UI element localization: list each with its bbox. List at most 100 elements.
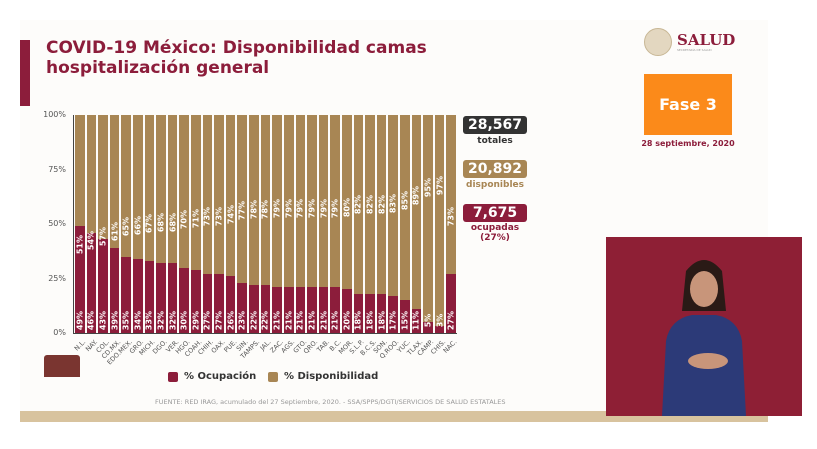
data-label-disponibilidad: 79% <box>319 198 329 218</box>
bar-segment-ocupacion <box>318 287 329 333</box>
legend-label: % Disponibilidad <box>284 371 379 382</box>
data-label-disponibilidad: 68% <box>156 212 166 233</box>
data-label-disponibilidad: 89% <box>411 186 421 206</box>
legend-swatch <box>268 371 278 382</box>
data-label-disponibilidad: 51% <box>75 234 85 254</box>
data-label-ocupacion: 29% <box>191 310 201 331</box>
y-tick-label: 0% <box>53 328 66 337</box>
data-label-ocupacion: 21% <box>295 310 305 331</box>
bar-sin: 23% 77% <box>237 115 248 333</box>
data-label-ocupacion: 18% <box>377 310 387 331</box>
salud-logo: SALUD SECRETARÍA DE SALUD <box>644 28 735 56</box>
bar-segment-ocupacion <box>399 300 410 333</box>
data-label-disponibilidad: 68% <box>168 212 178 233</box>
data-label-ocupacion: 21% <box>319 310 329 331</box>
bar-oax: 27% 73% <box>214 115 224 333</box>
source-note: FUENTE: RED IRAG, acumulado del 27 Septi… <box>155 398 506 406</box>
bar-son: 18% 82% <box>376 115 387 333</box>
phase-badge: Fase 3 <box>644 74 732 135</box>
stat-label: disponibles <box>466 180 524 190</box>
y-tick-label: 25% <box>48 273 66 283</box>
bar-segment-ocupacion <box>411 309 422 333</box>
bar-segment-disponibilidad <box>353 115 364 294</box>
legend-ocupacion: % Ocupación <box>168 371 256 382</box>
data-label-disponibilidad: 70% <box>179 210 189 230</box>
bar-segment-ocupacion <box>214 274 224 333</box>
data-label-ocupacion: 26% <box>226 310 236 331</box>
data-label-disponibilidad: 85% <box>400 191 410 211</box>
bar-segment-ocupacion <box>423 322 433 333</box>
bar-camp: 5% 95% <box>423 115 433 333</box>
bar-segment-disponibilidad <box>191 115 201 270</box>
bar-segment-ocupacion <box>330 287 340 333</box>
bar-ver: 32% 68% <box>167 115 178 333</box>
data-label-disponibilidad: 79% <box>295 198 305 218</box>
stacked-bar-chart: 49% 51% 46% 54% 43% 57% 39% 61% 35% 65% 34% 66% 33% 6… <box>73 115 457 334</box>
bar-segment-disponibilidad <box>133 115 143 259</box>
bar-segment-disponibilidad <box>318 115 329 288</box>
stat-value: 7,675 <box>463 204 527 222</box>
data-label-ocupacion: 34% <box>133 310 143 331</box>
bar-col: 43% 57% <box>98 115 108 333</box>
data-label-disponibilidad: 82% <box>365 194 375 215</box>
bar-slp: 18% 82% <box>353 115 364 333</box>
bar-segment-disponibilidad <box>446 115 456 275</box>
data-label-disponibilidad: 78% <box>260 200 270 220</box>
data-label-disponibilidad: 97% <box>435 175 445 195</box>
bar-segment-ocupacion <box>376 293 387 333</box>
data-label-ocupacion: 49% <box>75 310 85 331</box>
bar-segment-ocupacion <box>121 256 132 333</box>
bar-yuc: 15% 85% <box>399 115 410 333</box>
data-label-ocupacion: 21% <box>307 310 317 331</box>
report-date: 28 septiembre, 2020 <box>641 139 735 148</box>
bar-segment-ocupacion <box>202 274 213 333</box>
bar-mich: 33% 67% <box>144 115 155 333</box>
data-label-ocupacion: 22% <box>249 310 259 331</box>
data-label-ocupacion: 15% <box>400 310 410 331</box>
bar-segment-ocupacion <box>109 247 120 333</box>
bar-dgo: 32% 68% <box>156 115 166 333</box>
bar-chih: 27% 73% <box>202 115 213 333</box>
data-label-ocupacion: 35% <box>121 310 131 331</box>
bar-segment-ocupacion <box>133 258 143 333</box>
bar-segment-disponibilidad <box>307 115 317 288</box>
bar-segment-disponibilidad <box>237 115 248 283</box>
bar-segment-disponibilidad <box>167 115 178 264</box>
bar-segment-ocupacion <box>260 285 271 333</box>
data-label-ocupacion: 27% <box>202 310 212 331</box>
bar-tab: 21% 79% <box>318 115 329 333</box>
bar-segment-ocupacion <box>75 226 85 333</box>
data-label-disponibilidad: 73% <box>214 206 224 226</box>
sign-language-interpreter-video <box>606 237 802 416</box>
data-label-ocupacion: 30% <box>179 310 189 331</box>
bar-segment-disponibilidad <box>86 115 97 233</box>
bar-segment-ocupacion <box>365 293 375 333</box>
data-label-ocupacion: 32% <box>156 310 166 331</box>
bar-segment-disponibilidad <box>214 115 224 275</box>
data-label-disponibilidad: 74% <box>226 205 236 225</box>
stat-label: ocupadas <box>470 223 520 233</box>
bar-segment-ocupacion <box>307 287 317 333</box>
stat-totales: 28,567 totales <box>463 116 527 146</box>
bar-nay: 46% 54% <box>86 115 97 333</box>
data-label-ocupacion: 33% <box>144 310 154 331</box>
bar-segment-disponibilidad <box>179 115 190 268</box>
logo-subtitle: SECRETARÍA DE SALUD <box>677 47 712 52</box>
bar-segment-ocupacion <box>179 267 190 333</box>
data-label-ocupacion: 18% <box>365 310 375 331</box>
data-label-ocupacion: 20% <box>342 310 352 331</box>
bar-segment-ocupacion <box>295 287 306 333</box>
bar-segment-disponibilidad <box>399 115 410 301</box>
legend-label: % Ocupación <box>184 371 257 382</box>
data-label-ocupacion: 22% <box>260 310 270 331</box>
bar-segment-ocupacion <box>237 282 248 333</box>
bar-gro: 34% 66% <box>133 115 143 333</box>
data-label-ocupacion: 11% <box>411 310 421 331</box>
data-label-ocupacion: 21% <box>330 310 340 331</box>
bar-chis: 3% 97% <box>434 115 445 333</box>
bar-segment-ocupacion <box>353 293 364 333</box>
bar-nac: 27% 73% <box>446 115 456 333</box>
data-label-ocupacion: 32% <box>168 310 178 331</box>
data-label-disponibilidad: 82% <box>353 194 363 215</box>
mexico-seal-icon <box>644 28 672 56</box>
